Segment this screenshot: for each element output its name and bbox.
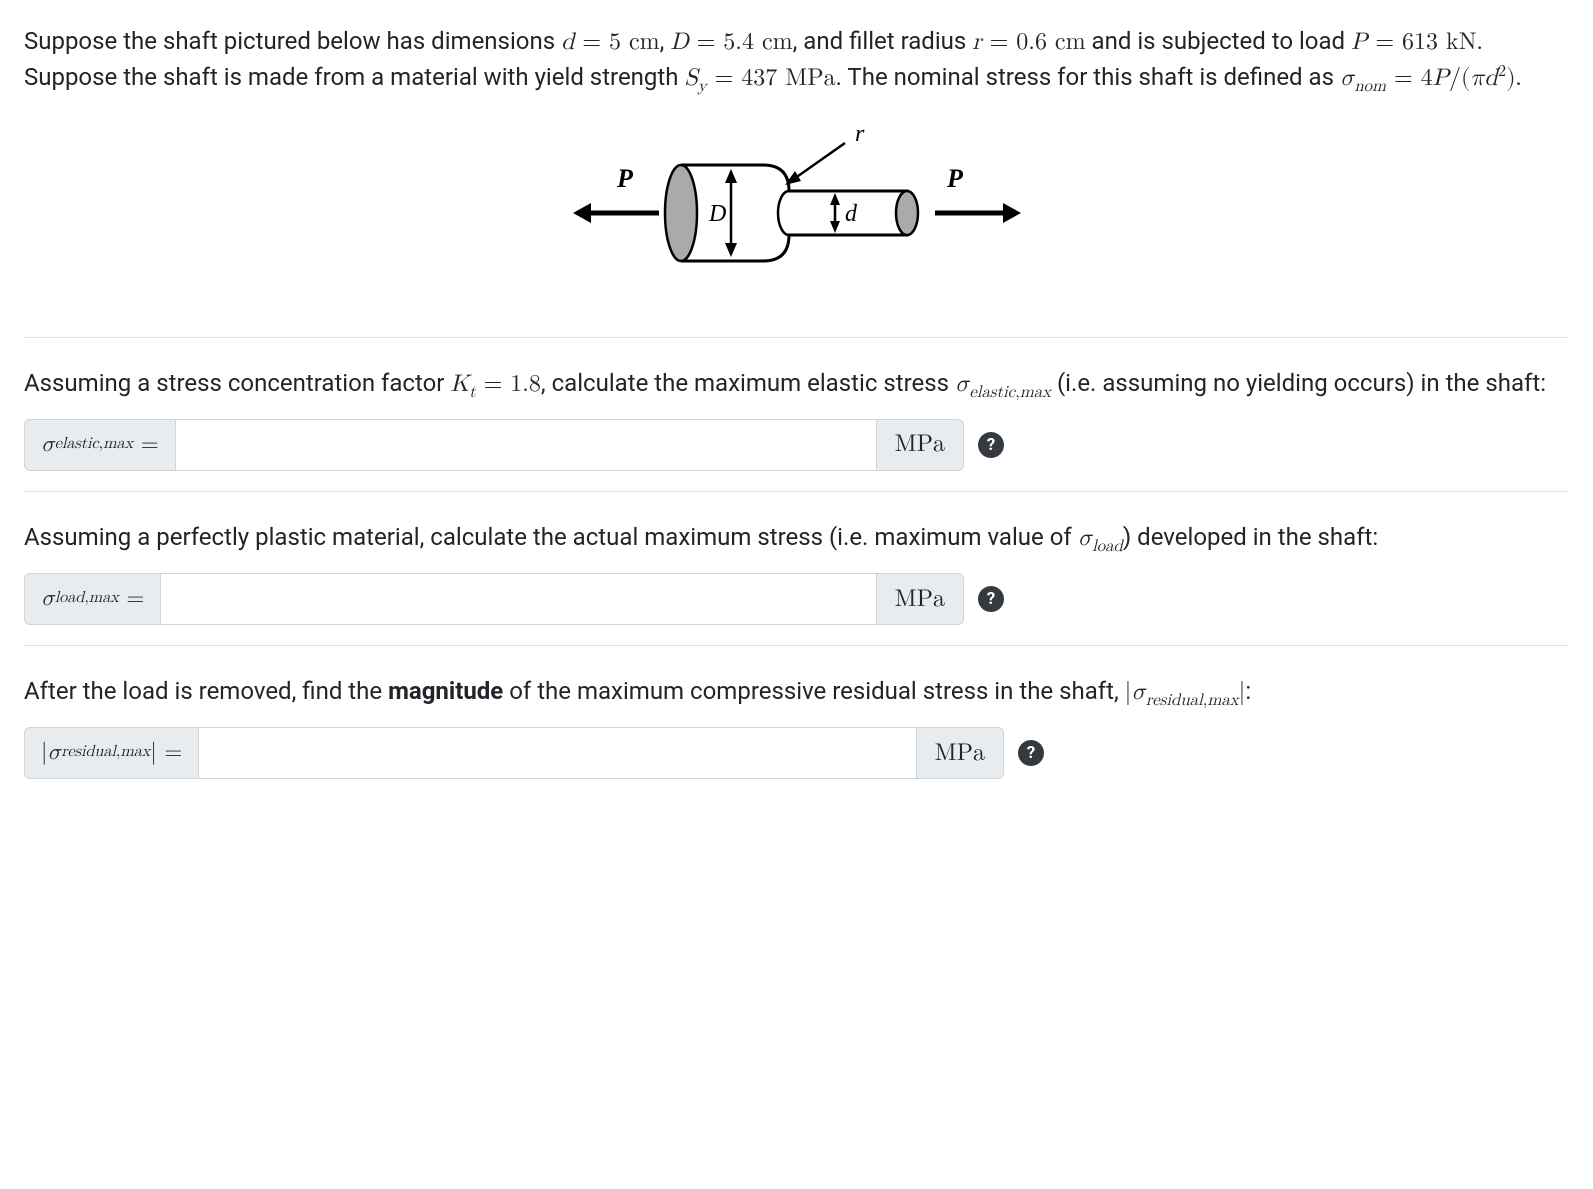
part-a-text-post: (i.e. assuming no yielding occurs) in th… xyxy=(1051,369,1546,397)
part-a-input-row: σelastic,max = MPa ? xyxy=(24,419,1004,471)
part-c-input-row: |σresidual,max| = MPa ? xyxy=(24,727,1044,779)
math-sigma-elastic: σelastic,max xyxy=(955,372,1051,396)
math-r: r = 0.6 cm xyxy=(972,30,1085,54)
svg-text:P: P xyxy=(946,164,964,193)
part-b-unit: MPa xyxy=(876,573,964,625)
shaft-svg: P P xyxy=(567,123,1027,293)
dimension-d: d xyxy=(830,193,858,233)
shaft-figure: P P xyxy=(567,123,1027,303)
part-b-text-pre: Assuming a perfectly plastic material, c… xyxy=(24,523,1078,551)
part-c-text-post: : xyxy=(1245,677,1251,705)
help-icon[interactable]: ? xyxy=(1018,740,1044,766)
part-b-text-post: ) developed in the shaft: xyxy=(1123,523,1378,551)
part-b-input-row: σload,max = MPa ? xyxy=(24,573,1004,625)
dimension-D: D xyxy=(708,169,737,257)
svg-text:d: d xyxy=(845,201,858,227)
dimension-r: r xyxy=(785,123,865,185)
small-end-face xyxy=(896,191,918,235)
intro-text-6: . The nominal stress for this shaft is d… xyxy=(836,63,1340,91)
separator-2 xyxy=(24,491,1569,492)
part-c-unit: MPa xyxy=(916,727,1004,779)
part-a-text-mid: , calculate the maximum elastic stress xyxy=(541,369,955,397)
svg-text:P: P xyxy=(616,164,634,193)
part-c-prompt: After the load is removed, find the magn… xyxy=(24,674,1569,713)
part-c-text-mid: of the maximum compressive residual stre… xyxy=(503,677,1124,705)
intro-text-7: . xyxy=(1516,63,1522,91)
svg-text:D: D xyxy=(708,201,726,227)
part-c-input[interactable] xyxy=(198,727,915,779)
part-c-text-pre: After the load is removed, find the xyxy=(24,677,388,705)
part-a-input[interactable] xyxy=(175,419,876,471)
math-kt: Kt = 1.8 xyxy=(450,372,541,396)
large-end-face xyxy=(665,165,697,261)
part-a-unit: MPa xyxy=(876,419,964,471)
intro-text-4: and is subjected to load xyxy=(1092,27,1352,55)
part-a-text-pre: Assuming a stress concentration factor xyxy=(24,369,450,397)
help-icon[interactable]: ? xyxy=(978,432,1004,458)
math-sigma-load: σload xyxy=(1078,526,1123,550)
separator-3 xyxy=(24,645,1569,646)
part-b-label: σload,max = xyxy=(24,573,160,625)
part-c-label: |σresidual,max| = xyxy=(24,727,198,779)
intro-text-2: , xyxy=(660,27,671,55)
math-sigma-residual: |σresidual,max| xyxy=(1125,680,1246,704)
math-sigma-nom: σnom = 4P/(πd2) xyxy=(1340,66,1516,90)
shaft-figure-container: P P xyxy=(24,123,1569,303)
part-a-label: σelastic,max = xyxy=(24,419,175,471)
intro-text-3: , and fillet radius xyxy=(793,27,973,55)
math-P: P = 613 kN xyxy=(1351,30,1477,54)
part-a-prompt: Assuming a stress concentration factor K… xyxy=(24,366,1569,405)
part-b-prompt: Assuming a perfectly plastic material, c… xyxy=(24,520,1569,559)
right-load-arrow: P xyxy=(935,164,1021,223)
svg-text:r: r xyxy=(855,123,865,147)
problem-intro: Suppose the shaft pictured below has dim… xyxy=(24,24,1569,99)
left-load-arrow: P xyxy=(573,164,659,223)
math-Sy: Sy = 437 MPa xyxy=(684,66,835,90)
separator-1 xyxy=(24,337,1569,338)
intro-text-1: Suppose the shaft pictured below has dim… xyxy=(24,27,561,55)
help-icon[interactable]: ? xyxy=(978,586,1004,612)
part-b-input[interactable] xyxy=(160,573,875,625)
math-D: D = 5.4 cm xyxy=(670,30,792,54)
part-c-bold: magnitude xyxy=(388,677,503,705)
math-d: d = 5 cm xyxy=(561,30,660,54)
shoulder-edge xyxy=(778,191,789,235)
